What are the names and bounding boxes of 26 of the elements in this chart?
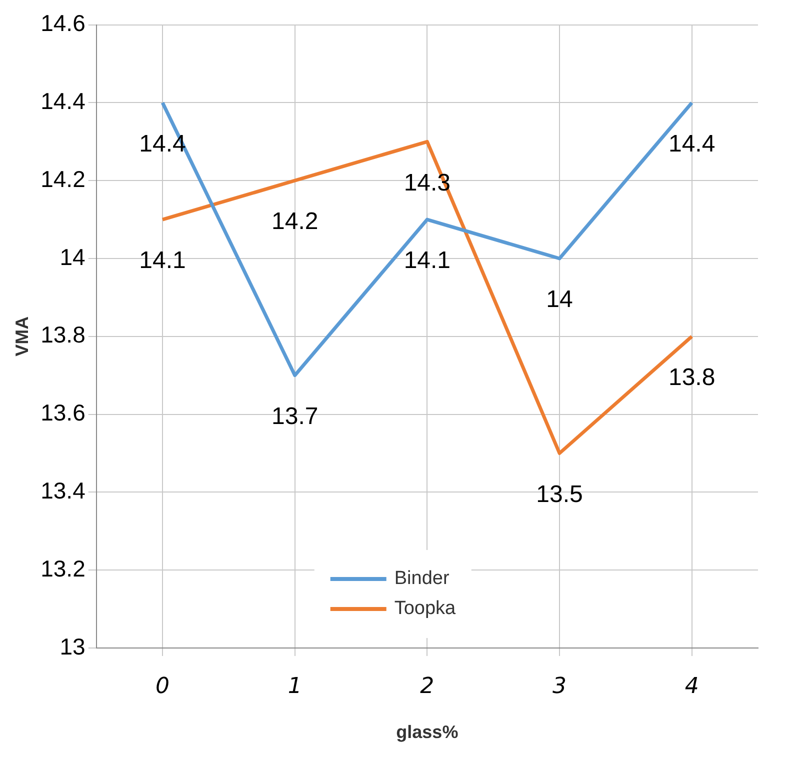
data-label: 14.4 (668, 130, 716, 158)
y-tick-label: 13.6 (40, 400, 86, 426)
data-label: 14.1 (139, 247, 186, 274)
legend-label: Toopka (394, 598, 456, 620)
x-tick-label: 2 (420, 674, 434, 699)
y-tick-label: 13 (60, 633, 86, 660)
y-tick-label: 14.4 (40, 88, 86, 114)
x-tick-label: 3 (552, 674, 567, 699)
x-tick-label: 1 (288, 674, 302, 699)
data-label: 13.5 (536, 480, 583, 508)
x-tick-label: 0 (156, 674, 170, 699)
data-label: 13.8 (668, 364, 716, 392)
y-tick-label: 14.2 (40, 166, 86, 192)
y-tick-label: 13.4 (40, 478, 86, 504)
legend-label: Binder (394, 568, 450, 590)
y-tick-label: 14.6 (40, 10, 86, 36)
data-label: 13.7 (271, 402, 318, 430)
x-tick-label: 4 (684, 674, 699, 699)
y-tick-label: 13.8 (40, 322, 86, 348)
x-axis-title: glass% (396, 722, 458, 742)
data-label: 14.1 (404, 247, 451, 274)
data-label: 14 (546, 286, 573, 314)
data-label: 14.2 (271, 208, 318, 236)
y-tick-label: 13.2 (40, 555, 86, 582)
y-axis-title: VMA (12, 316, 32, 356)
y-tick-label: 14 (60, 244, 86, 270)
